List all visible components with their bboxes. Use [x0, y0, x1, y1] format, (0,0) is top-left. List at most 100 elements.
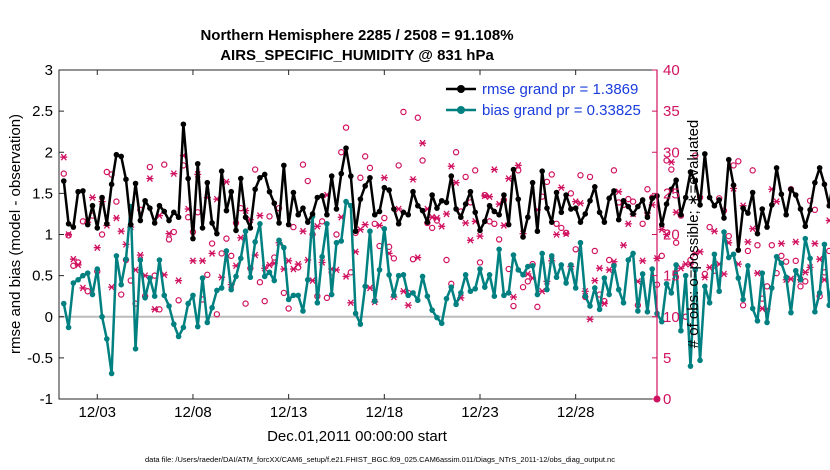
bias-point [371, 298, 378, 304]
asterisk-stroke [591, 277, 598, 284]
asterisk-stroke [151, 305, 158, 313]
obs-evaluated-marker [313, 222, 321, 230]
rmse-point [319, 193, 325, 199]
obs-possible-marker [113, 198, 120, 205]
bias-point [649, 266, 656, 272]
obs-evaluated-marker [428, 213, 436, 221]
bias-point [716, 288, 722, 295]
rmse-point [486, 202, 493, 209]
rmse-point [821, 181, 828, 188]
bias-point [285, 296, 292, 303]
bias-point [367, 228, 373, 235]
obs-possible-marker [491, 220, 498, 228]
asterisk-stroke [256, 212, 263, 219]
rmse-point [386, 187, 392, 193]
chart-title-line2: AIRS_SPECIFIC_HUMIDITY @ 831 hPa [220, 47, 494, 64]
rmse-point [362, 183, 368, 189]
asterisk-stroke [343, 273, 350, 280]
bias-point [194, 323, 201, 330]
asterisk-stroke [711, 227, 718, 235]
obs-evaluated-marker [112, 214, 120, 222]
rmse-point [113, 151, 120, 158]
bias-point [678, 327, 684, 334]
asterisk-stroke [429, 213, 436, 221]
bias-point [199, 275, 206, 281]
obs-evaluated-marker [404, 301, 412, 309]
obs-possible-marker [629, 198, 637, 205]
bias-point [214, 287, 220, 294]
left-tick-label: 2.5 [32, 103, 53, 120]
obs-possible-marker [256, 279, 264, 286]
rmse-point [577, 219, 584, 225]
obs-possible-marker [562, 229, 570, 237]
left-axis: -1 -0.5 0 0.5 1 1.5 2 2.5 3 [27, 62, 64, 408]
rmse-point [697, 202, 703, 208]
asterisk-stroke [467, 236, 474, 244]
obs-possible-marker [98, 231, 106, 238]
right-axis: 0 5 10 15 20 25 30 35 40 [652, 62, 680, 408]
obs-evaluated-marker [787, 275, 795, 283]
bias-point [682, 272, 689, 279]
asterisk-stroke [673, 208, 680, 216]
obs-evaluated-marker [576, 199, 584, 207]
rmse-point [247, 225, 254, 231]
bias-point [300, 308, 306, 314]
bias-point [577, 239, 584, 246]
obs-possible-marker [161, 161, 168, 168]
asterisk-stroke [395, 205, 402, 213]
bias-point [410, 290, 416, 296]
asterisk-stroke [615, 188, 622, 196]
plot-area [58, 69, 830, 403]
y-axis-right-label: # of obs: o=possible; ∗=evaluated [685, 120, 702, 349]
x-tick-label: 12/03 [78, 404, 116, 421]
left-tick-label: 2 [45, 144, 53, 161]
obs-possible-marker [768, 241, 776, 249]
asterisk-stroke [826, 218, 830, 224]
obs-possible-marker [338, 149, 345, 156]
rmse-point [663, 201, 670, 207]
rmse-point [204, 179, 211, 186]
obs-possible-marker [510, 302, 517, 310]
bias-point [797, 276, 804, 283]
asterisk-stroke [706, 263, 713, 271]
bias-point [147, 275, 153, 281]
obs-possible-marker [730, 162, 737, 169]
obs-possible-marker [228, 252, 235, 260]
obs-evaluated-marker [677, 264, 685, 272]
obs-evaluated-marker [792, 238, 800, 246]
obs-possible-marker [323, 294, 331, 302]
asterisk-stroke [156, 212, 163, 219]
asterisk-stroke [89, 194, 96, 201]
bias-point [295, 292, 302, 299]
rmse-point [539, 168, 545, 174]
rmse-point [673, 177, 679, 184]
rmse-point [582, 211, 589, 217]
rmse-point [99, 194, 105, 201]
asterisk-stroke [816, 255, 823, 263]
right-tick-label: 40 [663, 62, 680, 79]
rmse-point [778, 191, 785, 197]
rmse-point [127, 221, 134, 228]
bias-point [529, 262, 536, 269]
bias-point [783, 274, 789, 281]
rmse-point [199, 225, 206, 231]
left-tick-label: 0 [45, 309, 53, 326]
bias-point [534, 291, 541, 298]
rmse-point [773, 165, 780, 171]
legend-bias-marker [457, 106, 465, 114]
bias-point [304, 276, 311, 283]
obs-possible-marker [342, 124, 350, 131]
obs-possible-marker [778, 252, 785, 260]
asterisk-stroke [539, 287, 546, 295]
asterisk-stroke [486, 193, 493, 201]
asterisk-stroke [754, 269, 761, 277]
bias-point [108, 370, 115, 377]
obs-evaluated-marker [509, 293, 517, 301]
bias-point [548, 253, 555, 259]
bias-point [400, 272, 407, 278]
rmse-point [687, 169, 694, 175]
obs-possible-marker [548, 171, 555, 178]
bias-point [496, 246, 502, 253]
bias-point [338, 238, 345, 244]
rmse-point [515, 196, 522, 202]
